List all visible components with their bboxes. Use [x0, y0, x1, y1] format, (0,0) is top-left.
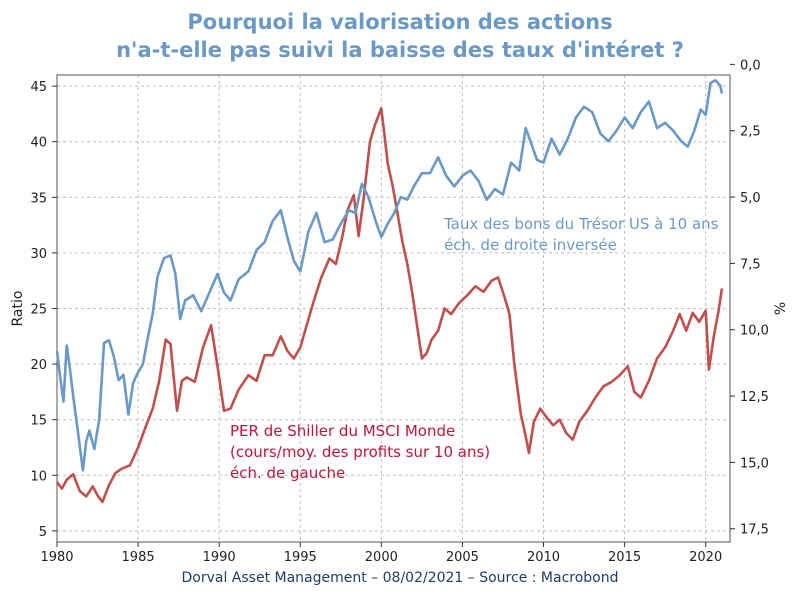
- x-tick-label: 2010: [527, 550, 560, 565]
- footer-source: Dorval Asset Management – 08/02/2021 – S…: [181, 570, 619, 586]
- us-10y-yield-label: éch. de droite inversée: [444, 236, 617, 254]
- left-axis-label: Ratio: [10, 291, 26, 327]
- left-tick-label: 40: [30, 136, 47, 151]
- left-tick-label: 45: [30, 80, 47, 95]
- x-tick-label: 1985: [122, 550, 155, 565]
- chart-title-line-2: n'a-t-elle pas suivi la baisse des taux …: [116, 38, 684, 62]
- left-tick-label: 30: [30, 247, 47, 262]
- x-tick-label: 1995: [284, 550, 317, 565]
- right-tick-label: 17,5: [740, 523, 769, 538]
- shiller-per-label: (cours/moy. des profits sur 10 ans): [230, 443, 490, 461]
- left-tick-label: 25: [30, 303, 47, 318]
- shiller-per-label: PER de Shiller du MSCI Monde: [230, 422, 455, 440]
- right-tick-label: 5,0: [740, 191, 761, 206]
- us-10y-yield-line: [55, 79, 724, 472]
- right-tick-label: 2,5: [740, 125, 761, 140]
- right-axis-label: %: [773, 302, 789, 315]
- right-tick-label: 10,0: [740, 324, 769, 339]
- left-tick-label: 15: [30, 414, 47, 429]
- x-tick-label: 1980: [40, 550, 73, 565]
- shiller-per-line: [55, 107, 724, 504]
- x-tick-label: 2005: [446, 550, 479, 565]
- left-tick-label: 35: [30, 191, 47, 206]
- x-tick-label: 2015: [608, 550, 641, 565]
- right-tick-label: 0,0: [740, 58, 761, 73]
- chart-title: Pourquoi la valorisation des actions n'a…: [0, 8, 800, 64]
- x-tick-label: 2020: [689, 550, 722, 565]
- right-tick-label: 7,5: [740, 257, 761, 272]
- right-tick-label: 12,5: [740, 390, 769, 405]
- shiller-per-label: éch. de gauche: [230, 464, 345, 482]
- left-tick-label: 20: [30, 358, 47, 373]
- x-tick-label: 2000: [365, 550, 398, 565]
- left-tick-label: 5: [39, 525, 47, 540]
- left-tick-label: 10: [30, 469, 47, 484]
- chart-title-line-1: Pourquoi la valorisation des actions: [187, 10, 613, 34]
- us-10y-yield-label: Taux des bons du Trésor US à 10 ans: [443, 215, 719, 233]
- right-tick-label: 15,0: [740, 456, 769, 471]
- x-tick-label: 1990: [203, 550, 236, 565]
